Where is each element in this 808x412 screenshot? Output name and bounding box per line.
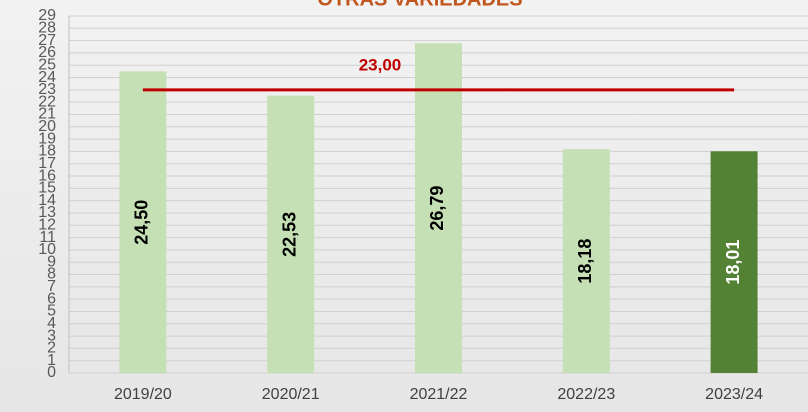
- bar: [562, 149, 610, 373]
- value-label: 26,79: [427, 186, 447, 231]
- y-tick-label: 13: [38, 204, 56, 221]
- y-tick-label: 8: [47, 266, 56, 283]
- y-tick-label: 2: [47, 340, 56, 357]
- y-tick-label: 20: [38, 118, 56, 135]
- y-tick-label: 16: [38, 167, 56, 184]
- chart-title: OTRAS VARIEDADES: [317, 0, 522, 10]
- value-label: 18,18: [575, 239, 595, 284]
- y-tick-label: 23: [38, 81, 56, 98]
- value-label: 22,53: [279, 212, 299, 257]
- bar: [415, 43, 462, 373]
- y-tick-label: 28: [38, 20, 56, 37]
- y-tick-label: 6: [47, 290, 56, 307]
- y-tick-label: 21: [38, 106, 56, 123]
- value-label: 24,50: [132, 200, 152, 245]
- y-tick-label: 27: [38, 32, 56, 49]
- y-tick-label: 14: [38, 192, 56, 209]
- y-tick-label: 3: [47, 327, 56, 344]
- value-label: 18,01: [723, 240, 743, 285]
- y-tick-label: 11: [39, 229, 56, 246]
- reference-label: 23,00: [359, 55, 402, 74]
- y-tick-label: 19: [38, 130, 56, 147]
- bar: [267, 95, 315, 373]
- y-tick-label: 7: [47, 278, 56, 295]
- x-tick-label: 2019/20: [114, 386, 172, 403]
- y-tick-label: 0: [47, 364, 56, 381]
- y-tick-label: 29: [38, 7, 56, 24]
- x-tick-label: 2021/22: [410, 386, 468, 403]
- y-tick-label: 25: [38, 56, 56, 73]
- y-tick-label: 24: [38, 69, 56, 86]
- x-tick-label: 2020/21: [262, 386, 320, 403]
- y-tick-label: 12: [38, 216, 56, 233]
- x-tick-label: 2022/23: [557, 386, 615, 403]
- y-tick-label: 9: [47, 253, 56, 270]
- y-tick-label: 5: [47, 303, 56, 320]
- y-tick-label: 17: [38, 155, 56, 172]
- y-tick-label: 15: [38, 180, 56, 197]
- bar: [119, 71, 167, 374]
- y-tick-label: 1: [47, 352, 56, 369]
- y-tick-label: 18: [38, 143, 56, 160]
- y-tick-label: 22: [38, 93, 56, 110]
- y-tick-label: 4: [47, 315, 56, 332]
- y-tick-label: 10: [38, 241, 56, 258]
- bar: [710, 151, 758, 373]
- x-tick-label: 2023/24: [705, 386, 763, 403]
- y-tick-label: 26: [38, 44, 56, 61]
